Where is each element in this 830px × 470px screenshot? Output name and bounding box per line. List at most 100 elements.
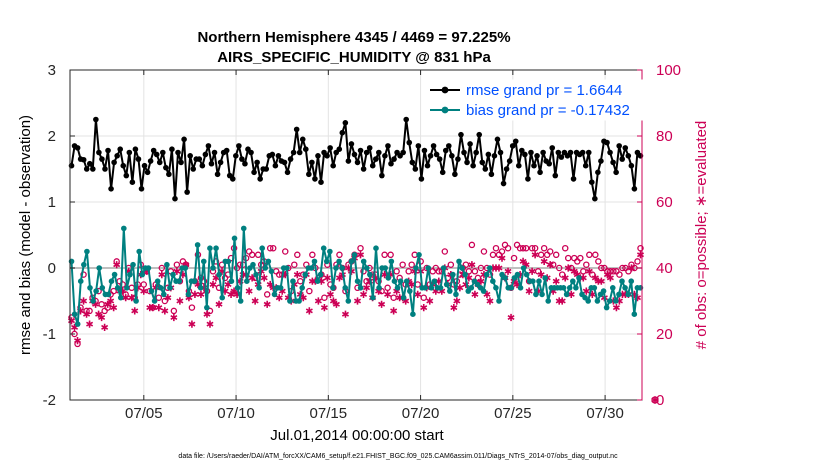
- bias-point: [284, 265, 290, 271]
- rmse-point: [388, 160, 394, 167]
- ticks-layer: 07/05 07/10 07/15 07/20 07/25 07/30 -2 -1 0 1 2 3 0 2…: [43, 62, 681, 422]
- rmse-point: [369, 162, 376, 169]
- bias-point: [262, 265, 269, 271]
- bias-point: [111, 271, 118, 278]
- rmse-point: [613, 169, 619, 176]
- bias-point: [323, 258, 330, 265]
- rmse-point: [187, 153, 193, 159]
- bias-point: [388, 258, 395, 265]
- rmse-point: [403, 116, 410, 123]
- bias-point: [370, 294, 376, 301]
- bias-point: [431, 278, 438, 285]
- bias-point: [259, 245, 266, 251]
- bias-point: [160, 291, 167, 298]
- obs-possible-marker: [504, 244, 512, 252]
- obs-evaluated-marker: [299, 294, 307, 302]
- bias-point: [154, 278, 161, 285]
- bias-point: [145, 265, 152, 271]
- obs-evaluated-marker: [426, 297, 434, 305]
- obs-evaluated-marker: [486, 297, 494, 305]
- rmse-point: [138, 186, 145, 192]
- obs-possible-marker: [98, 301, 105, 308]
- obs-possible-marker: [387, 251, 394, 259]
- bias-point: [157, 285, 164, 291]
- obs-evaluated-marker: [122, 294, 130, 302]
- bias-point: [391, 278, 398, 285]
- bias-point: [539, 291, 545, 298]
- obs-evaluated-marker: [131, 307, 139, 315]
- bias-point: [376, 285, 382, 291]
- rmse-point: [455, 156, 461, 162]
- obs-evaluated-marker: [537, 271, 545, 279]
- rmse-point: [123, 172, 130, 179]
- obs-possible-marker: [384, 284, 391, 292]
- rmse-point: [616, 143, 622, 149]
- rmse-point: [558, 154, 565, 160]
- rmse-point: [351, 151, 358, 158]
- rmse-point: [309, 159, 315, 166]
- rmse-point: [537, 169, 543, 176]
- bias-point: [357, 285, 364, 291]
- obs-evaluated-marker: [552, 277, 560, 285]
- obs-evaluated-marker: [498, 254, 506, 262]
- y2-tick-label: 80: [656, 128, 673, 145]
- obs-evaluated-marker: [158, 271, 166, 279]
- series-layer: [67, 116, 659, 404]
- obs-possible-marker: [101, 307, 108, 315]
- rmse-point: [379, 172, 385, 179]
- bias-point: [197, 285, 204, 291]
- obs-possible-marker: [309, 251, 316, 259]
- obs-possible-marker: [405, 268, 412, 275]
- obs-possible-marker: [272, 268, 280, 275]
- rmse-point: [102, 166, 108, 172]
- obs-evaluated-marker: [558, 297, 566, 305]
- rmse-point: [497, 149, 504, 156]
- rmse-point: [363, 149, 370, 156]
- bias-point: [256, 285, 262, 291]
- bias-point: [77, 278, 84, 285]
- obs-evaluated-marker: [363, 284, 371, 292]
- rmse-point: [105, 147, 111, 154]
- bias-point: [167, 285, 173, 291]
- obs-evaluated-marker: [101, 323, 109, 331]
- rmse-point: [239, 156, 245, 162]
- rmse-point: [391, 156, 397, 162]
- rmse-point: [534, 153, 540, 159]
- obs-evaluated-marker: [305, 307, 313, 315]
- rmse-point: [567, 149, 574, 156]
- obs-evaluated-marker: [651, 396, 659, 404]
- bias-point: [124, 285, 130, 291]
- bias-point: [105, 291, 112, 298]
- rmse-point: [175, 149, 181, 156]
- rmse-point: [236, 143, 242, 149]
- bias-point: [127, 271, 133, 278]
- obs-evaluated-marker: [546, 261, 554, 269]
- obs-possible-marker: [170, 307, 178, 315]
- bias-point: [360, 258, 367, 265]
- bias-point: [536, 278, 542, 285]
- rmse-point: [452, 171, 458, 178]
- obs-evaluated-marker: [215, 300, 223, 308]
- bias-point: [437, 285, 444, 291]
- obs-possible-marker: [429, 268, 437, 275]
- chart-title: Northern Hemisphere 4345 / 4469 = 97.225…: [197, 29, 510, 46]
- obs-evaluated-marker: [140, 287, 148, 295]
- obs-possible-marker: [390, 294, 397, 301]
- bias-point: [459, 265, 465, 271]
- rmse-point: [506, 158, 513, 164]
- bias-point: [244, 278, 250, 285]
- obs-possible-marker: [245, 248, 253, 255]
- rmse-point: [184, 189, 190, 195]
- obs-possible-marker: [492, 244, 500, 252]
- obs-possible-marker: [110, 287, 117, 295]
- bias-point: [204, 304, 210, 311]
- obs-evaluated-marker: [606, 274, 614, 282]
- obs-possible-marker: [583, 261, 590, 268]
- rmse-point: [415, 143, 422, 149]
- obs-possible-marker: [266, 244, 274, 252]
- obs-evaluated-marker: [206, 320, 214, 328]
- obs-possible-marker: [537, 251, 545, 259]
- bias-point: [410, 311, 416, 318]
- obs-evaluated-marker: [636, 251, 645, 259]
- rmse-point: [324, 153, 330, 159]
